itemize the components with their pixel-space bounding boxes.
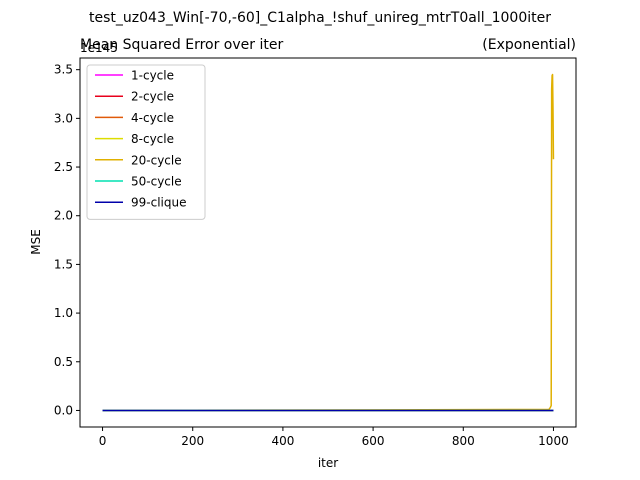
x-tick-label: 800 xyxy=(452,434,475,448)
y-axis: 0.0 0.5 1.0 1.5 2.0 2.5 3.0 3.5 xyxy=(54,63,80,417)
legend-item: 2-cycle xyxy=(95,90,174,104)
x-axis: 0 200 400 600 800 1000 xyxy=(99,427,569,448)
x-tick-label: 200 xyxy=(181,434,204,448)
legend-item: 20-cycle xyxy=(95,153,182,167)
plot-area: 0 200 400 600 800 1000 0.0 0.5 1.0 1.5 2.0 2.5 3.0 3… xyxy=(54,57,577,448)
y-tick-label: 2.0 xyxy=(54,209,73,223)
series-line-20-cycle xyxy=(102,73,555,412)
plot-frame xyxy=(79,57,577,428)
legend-label: 20-cycle xyxy=(131,153,182,167)
legend-item: 1-cycle xyxy=(95,69,174,83)
x-tick-label: 1000 xyxy=(538,434,569,448)
y-tick-label: 3.0 xyxy=(54,111,73,125)
x-tick-label: 0 xyxy=(99,434,107,448)
y-tick-label: 1.0 xyxy=(54,306,73,320)
x-tick-label: 600 xyxy=(362,434,385,448)
chart-title-right: (Exponential) xyxy=(482,37,576,53)
y-tick-label: 3.5 xyxy=(54,63,73,77)
y-tick-label: 0.0 xyxy=(54,403,73,417)
legend-item: 99-clique xyxy=(95,196,186,210)
x-tick-label: 400 xyxy=(271,434,294,448)
figure-suptitle: test_uz043_Win[-70,-60]_C1alpha_!shuf_un… xyxy=(89,10,551,26)
y-tick-label: 0.5 xyxy=(54,355,73,369)
y-tick-label: 2.5 xyxy=(54,160,73,174)
legend-item: 50-cycle xyxy=(95,175,182,189)
legend-label: 1-cycle xyxy=(131,69,174,83)
legend-label: 2-cycle xyxy=(131,90,174,104)
chart-title: Mean Squared Error over iter xyxy=(80,37,283,53)
legend-item: 8-cycle xyxy=(95,132,174,146)
x-axis-label: iter xyxy=(318,456,338,470)
legend: 1-cycle 2-cycle 4-cycle 8-cycle 20-cycle 50-c… xyxy=(86,64,206,220)
y-offset-text: 1e145 xyxy=(80,41,118,55)
y-tick-label: 1.5 xyxy=(54,257,73,271)
legend-label: 4-cycle xyxy=(131,111,174,125)
series-group xyxy=(102,73,555,412)
y-axis-label: MSE xyxy=(29,229,43,255)
legend-label: 50-cycle xyxy=(131,175,182,189)
legend-item: 4-cycle xyxy=(95,111,174,125)
legend-label: 99-clique xyxy=(131,196,186,210)
legend-label: 8-cycle xyxy=(131,132,174,146)
